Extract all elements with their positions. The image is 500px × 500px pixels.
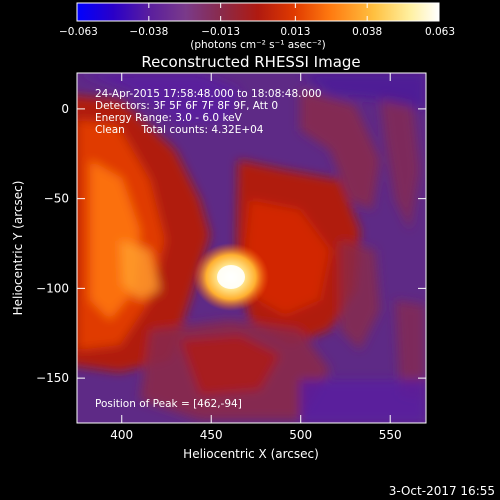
annotation-energy-range: Energy Range: 3.0 - 6.0 keV (95, 112, 243, 124)
x-axis-label: Heliocentric X (arcsec) (183, 447, 319, 461)
x-axis-tick-labels: 400 450 500 550 (110, 428, 401, 442)
colorbar-units: (photons cm⁻² s⁻¹ asec⁻²) (190, 39, 325, 51)
colorbar-tick-label: 0.013 (280, 26, 310, 38)
x-tick-label: 450 (200, 428, 223, 442)
colorbar-tick-label: −0.013 (201, 26, 240, 38)
footer-date: 3-Oct-2017 16:55 (389, 484, 495, 498)
plot-frame (76, 72, 427, 424)
y-axis-ticks (77, 108, 426, 379)
y-tick-label: −150 (36, 371, 69, 385)
x-tick-label: 550 (379, 428, 402, 442)
x-tick-label: 500 (289, 428, 312, 442)
colorbar-tick-label: 0.063 (425, 26, 455, 38)
annotation-clean-counts: Clean Total counts: 4.32E+04 (95, 124, 264, 136)
colorbar-ticks (76, 3, 440, 21)
annotation-peak-position: Position of Peak = [462,-94] (95, 398, 242, 410)
y-axis-label: Heliocentric Y (arcsec) (11, 181, 25, 316)
chart-title: Reconstructed RHESSI Image (141, 53, 360, 71)
y-tick-label: −100 (36, 281, 69, 295)
y-tick-label: −50 (44, 192, 69, 206)
colorbar: −0.063 −0.038 −0.013 0.013 0.038 0.063 (photo… (59, 2, 455, 51)
y-axis-tick-labels: 0 −50 −100 −150 (36, 102, 69, 385)
x-axis-ticks (121, 73, 391, 423)
y-tick-label: 0 (61, 102, 69, 116)
colorbar-tick-label: −0.063 (59, 26, 98, 38)
x-tick-label: 400 (110, 428, 133, 442)
annotation-detectors: Detectors: 3F 5F 6F 7F 8F 9F, Att 0 (95, 100, 278, 112)
heatmap-image (77, 73, 426, 423)
colorbar-tick-labels: −0.063 −0.038 −0.013 0.013 0.038 0.063 (59, 26, 455, 38)
colorbar-tick-label: −0.038 (129, 26, 168, 38)
colorbar-gradient (76, 2, 440, 22)
annotation-time-range: 24-Apr-2015 17:58:48.000 to 18:08:48.000 (95, 88, 322, 100)
colorbar-tick-label: 0.038 (352, 26, 382, 38)
annotations: 24-Apr-2015 17:58:48.000 to 18:08:48.000… (95, 88, 322, 410)
